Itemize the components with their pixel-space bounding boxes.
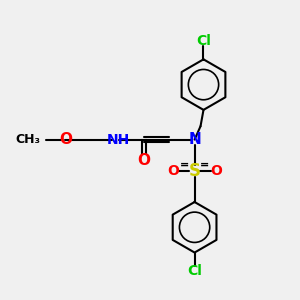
- Text: O: O: [210, 164, 222, 178]
- Text: O: O: [138, 154, 151, 169]
- Text: O: O: [59, 132, 72, 147]
- Text: Cl: Cl: [196, 34, 211, 48]
- Text: O: O: [167, 164, 179, 178]
- Text: Cl: Cl: [187, 264, 202, 278]
- Text: N: N: [188, 132, 201, 147]
- Text: =: =: [180, 159, 189, 169]
- Text: CH₃: CH₃: [16, 133, 41, 146]
- Text: S: S: [189, 162, 201, 180]
- Text: NH: NH: [107, 133, 130, 147]
- Text: =: =: [200, 159, 210, 169]
